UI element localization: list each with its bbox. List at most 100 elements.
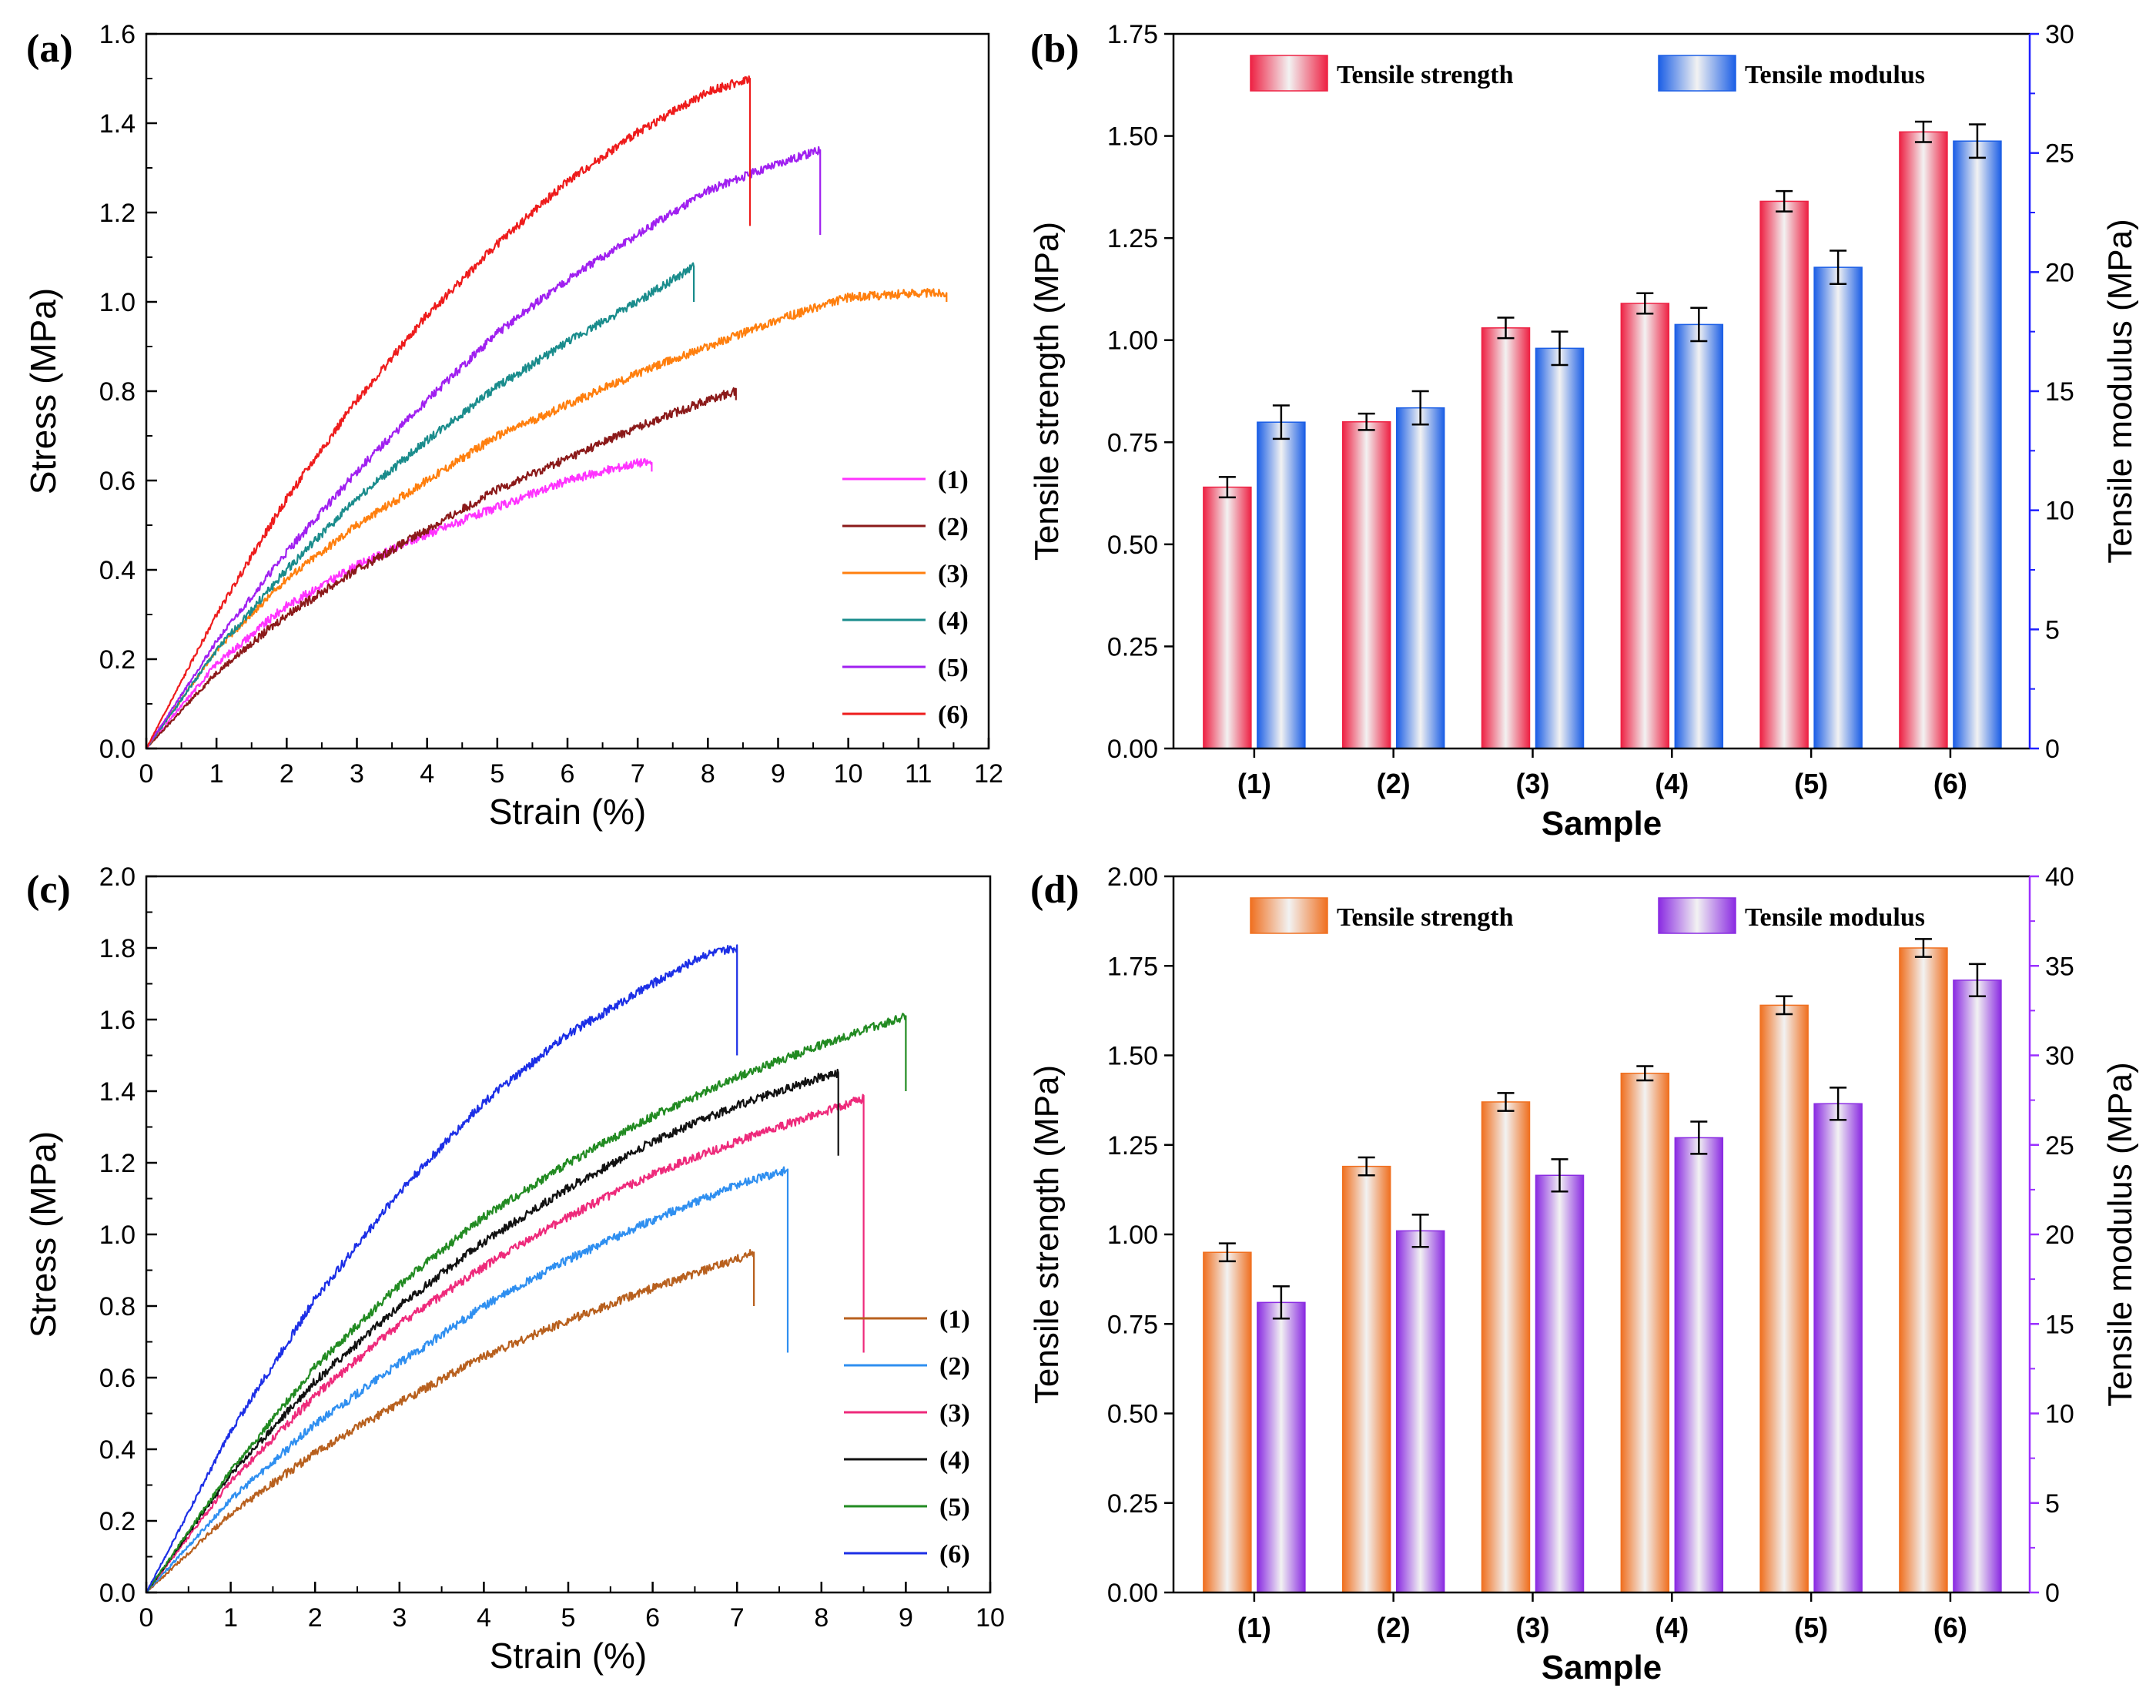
legend-label: (6) (938, 701, 969, 729)
x-tick-label: (2) (1377, 1612, 1411, 1643)
y-tick-label: 0.00 (1107, 735, 1158, 764)
bar-modulus (1257, 1301, 1306, 1593)
x-tick-label: (4) (1655, 1612, 1689, 1643)
x-tick-label: 6 (645, 1603, 660, 1633)
legend-label: Tensile modulus (1745, 61, 1925, 89)
y2-tick-label: 15 (2045, 377, 2074, 407)
y-tick-label: 0.6 (99, 467, 136, 496)
legend-label: Tensile modulus (1745, 903, 1925, 932)
x-tick-label: (3) (1515, 1612, 1549, 1643)
bar-modulus (1674, 1137, 1724, 1593)
x-tick-label: 4 (477, 1603, 491, 1633)
y-tick-label: 0.25 (1107, 1489, 1158, 1519)
x-axis-label: Sample (1542, 1649, 1662, 1686)
x-tick-label: 11 (905, 759, 932, 789)
x-tick-label: 7 (631, 759, 645, 789)
x-tick-label: 0 (139, 1603, 154, 1633)
bar-strength (1759, 200, 1809, 749)
y-tick-label: 0.50 (1107, 1400, 1158, 1429)
bar-modulus (1535, 347, 1585, 749)
x-tick-label: 9 (771, 759, 785, 789)
legend-swatch (1658, 55, 1736, 92)
y-tick-label: 0.0 (99, 735, 136, 764)
legend-label: (1) (939, 1305, 970, 1334)
y-tick-label: 1.2 (99, 199, 136, 228)
x-tick-label: (5) (1794, 1612, 1828, 1643)
bar-strength (1481, 327, 1531, 749)
y-tick-label: 0.8 (99, 1292, 136, 1321)
y2-tick-label: 20 (2045, 258, 2074, 287)
y2-tick-label: 30 (2045, 20, 2074, 49)
panel-c: 0 1 2 3 4 5 6 7 8 9 10 0.0 0.2 0.4 0.6 0.8 1.0 1.2 1.4 1.6 1… (23, 862, 1005, 1676)
y-tick-label: 1.4 (99, 109, 136, 139)
legend-label: (6) (939, 1540, 970, 1569)
y-tick-label: 1.50 (1107, 122, 1158, 152)
x-tick-label: 7 (730, 1603, 745, 1633)
y-tick-label: 1.50 (1107, 1042, 1158, 1071)
legend-label: (5) (939, 1493, 970, 1522)
legend-label: (3) (938, 560, 969, 588)
x-tick-label: (4) (1655, 768, 1689, 799)
y-tick-label: 0.00 (1107, 1579, 1158, 1608)
y2-tick-label: 25 (2045, 139, 2074, 169)
legend-label: (5) (938, 654, 969, 682)
panel-label: (b) (1030, 27, 1080, 71)
x-tick-label: (6) (1933, 1612, 1967, 1643)
y2-tick-label: 10 (2045, 1400, 2074, 1429)
y-axis-label: Stress (MPa) (23, 1131, 63, 1338)
bar-strength (1759, 1004, 1809, 1593)
x-tick-label: (2) (1377, 768, 1411, 799)
y-tick-label: 1.25 (1107, 1131, 1158, 1160)
bar-modulus (1674, 323, 1724, 749)
legend-swatch (1250, 55, 1328, 92)
bar-modulus (1953, 140, 2002, 749)
series-line-2 (146, 387, 737, 749)
bar-strength (1899, 947, 1948, 1593)
y-tick-label: 1.4 (99, 1077, 136, 1107)
bar-modulus (1395, 1230, 1445, 1593)
legend-label: (4) (938, 607, 969, 635)
series-line-2 (146, 1166, 789, 1593)
series-line-6 (146, 944, 738, 1593)
x-tick-label: (3) (1515, 768, 1549, 799)
legend-label: (1) (938, 466, 969, 494)
x-axis-label: Strain (%) (489, 792, 646, 832)
bar-modulus (1813, 266, 1863, 749)
bar-strength (1341, 421, 1391, 749)
x-tick-label: (6) (1933, 768, 1967, 799)
y2-tick-label: 15 (2045, 1310, 2074, 1339)
y-tick-label: 1.75 (1107, 20, 1158, 49)
x-tick-label: 1 (223, 1603, 238, 1633)
panel-label: (a) (26, 27, 73, 71)
x-tick-label: 5 (490, 759, 504, 789)
x-tick-label: 6 (561, 759, 575, 789)
legend-swatch (1250, 897, 1328, 934)
y2-axis-label: Tensile modulus (MPa) (2101, 219, 2139, 564)
series-line-4 (146, 262, 695, 749)
legend-label: (4) (939, 1446, 970, 1475)
bar-strength (1899, 131, 1948, 749)
bar-strength (1341, 1165, 1391, 1593)
plot-frame (145, 32, 990, 750)
x-tick-label: (5) (1794, 768, 1828, 799)
bar-strength (1620, 303, 1670, 749)
y-tick-label: 1.2 (99, 1149, 136, 1178)
y-tick-label: 0.4 (99, 556, 136, 585)
y-tick-label: 1.6 (99, 20, 136, 49)
legend-label: (2) (938, 513, 969, 541)
bar-modulus (1535, 1174, 1585, 1593)
y2-tick-label: 35 (2045, 952, 2074, 981)
bar-modulus (1395, 407, 1445, 749)
y-tick-label: 1.00 (1107, 1221, 1158, 1250)
panel-b: (1) (2) (3) (4) (5) (6) 0.00 0.25 0.50 0.75 1.00 1.… (1028, 20, 2139, 842)
y2-tick-label: 5 (2045, 615, 2060, 645)
y2-tick-label: 0 (2045, 1579, 2060, 1608)
y-tick-label: 0.25 (1107, 632, 1158, 661)
x-tick-label: 0 (139, 759, 154, 789)
legend-label: (3) (939, 1399, 970, 1428)
legend-label: Tensile strength (1337, 903, 1514, 932)
y-tick-label: 0.75 (1107, 1310, 1158, 1339)
panel-label: (d) (1030, 868, 1080, 912)
x-tick-label: (1) (1237, 1612, 1271, 1643)
